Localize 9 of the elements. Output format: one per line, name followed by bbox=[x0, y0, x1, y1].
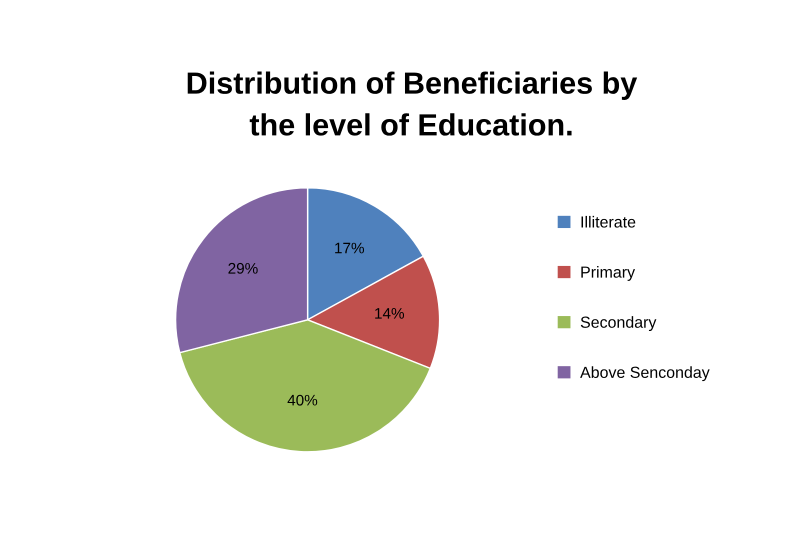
chart-title: Distribution of Beneficiaries by the level of Education. bbox=[188, 71, 638, 136]
data-label: 29% bbox=[228, 262, 258, 274]
data-label: 17% bbox=[335, 242, 364, 254]
legend-label: Above Senconday bbox=[580, 366, 710, 382]
data-label: 40% bbox=[288, 394, 318, 406]
legend-label: Illiterate bbox=[582, 216, 636, 228]
legend-label: Secondary bbox=[580, 316, 656, 332]
legend-label: Primary bbox=[581, 266, 636, 281]
data-label: 14% bbox=[375, 308, 404, 319]
